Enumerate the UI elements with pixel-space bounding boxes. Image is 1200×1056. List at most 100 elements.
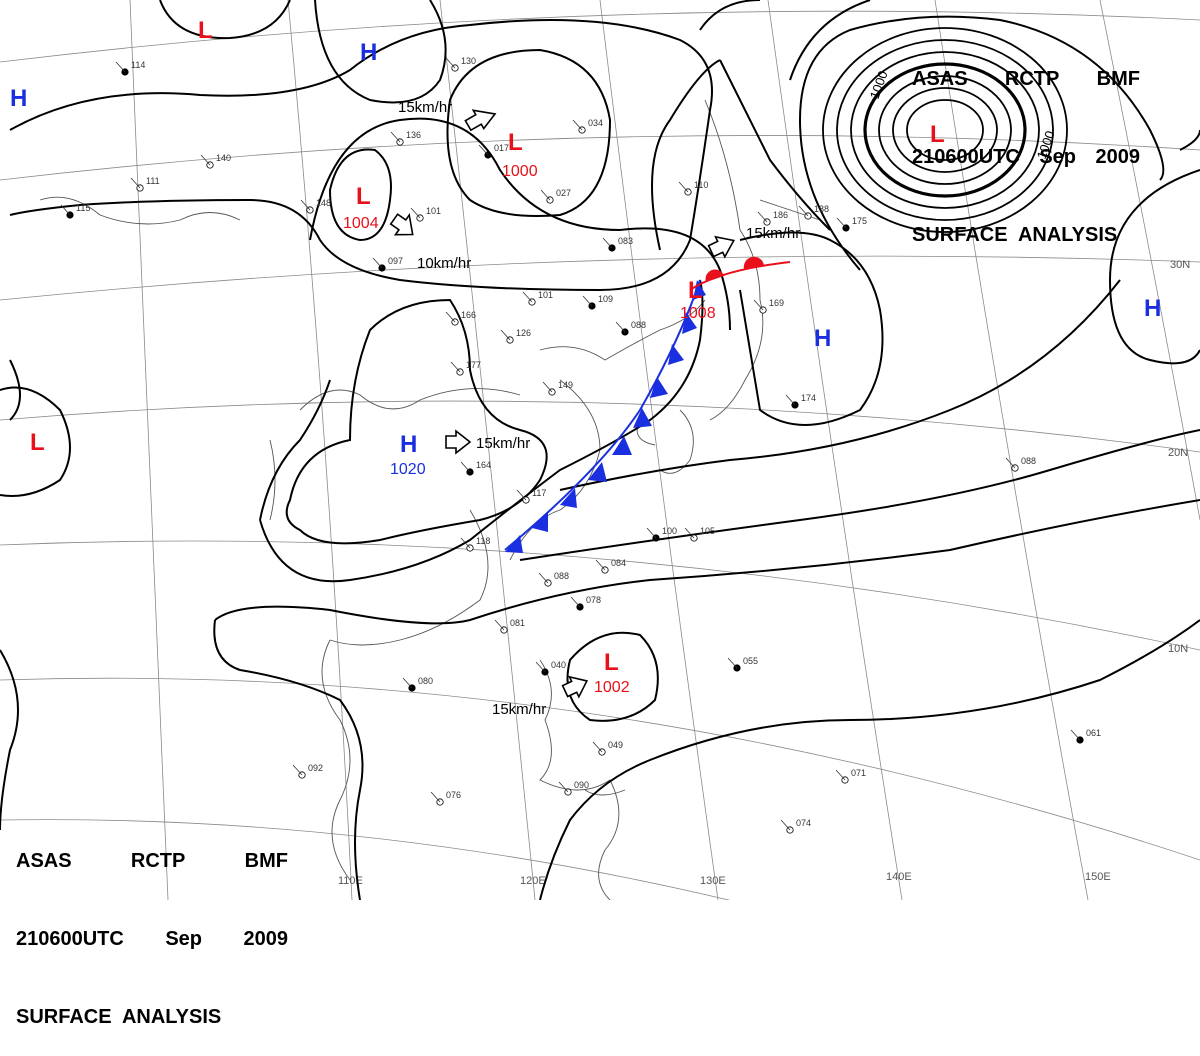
- motion-speed-label: 15km/hr: [746, 225, 800, 242]
- wind-barb: [780, 819, 791, 831]
- lat-label: 20N: [1168, 447, 1188, 459]
- isobar-line: [798, 15, 1165, 271]
- station-pressure: 084: [611, 558, 626, 568]
- wind-barb: [836, 217, 847, 229]
- low-marker: L: [356, 183, 371, 210]
- wind-barb: [570, 596, 581, 608]
- low-marker: L: [508, 129, 523, 156]
- latitude-labels: 30N 20N 10N: [1168, 259, 1190, 655]
- station-pressure: 105: [700, 526, 715, 536]
- isobar-line: [309, 117, 731, 331]
- high-marker: H: [1144, 295, 1161, 322]
- station-pressure: 115: [76, 203, 90, 213]
- wind-barb: [1005, 457, 1016, 469]
- isobar-line: [719, 59, 831, 231]
- wind-barb: [582, 295, 593, 307]
- high-marker: H: [814, 325, 831, 352]
- lon-label: 120E: [520, 875, 546, 887]
- wind-barb: [292, 764, 303, 776]
- motion-speed-label: 15km/hr: [492, 701, 546, 718]
- wind-barb: [727, 657, 738, 669]
- station-pressure: 188: [814, 204, 829, 214]
- station-pressure: 109: [598, 294, 613, 304]
- wind-barb: [535, 661, 546, 673]
- station-pressure: 175: [852, 216, 867, 226]
- station-pressure: 149: [558, 380, 573, 390]
- header-month: Sep: [1039, 146, 1077, 168]
- pressure-systems: L H H L 1000 L 1004 L 1008 L H H L H 102…: [10, 17, 1161, 696]
- header-row-1: ASAS RCTP BMF: [16, 848, 288, 874]
- lon-label: 130E: [700, 875, 726, 887]
- isobar-line: [213, 619, 364, 900]
- wind-barb: [542, 381, 553, 393]
- wind-barb: [200, 154, 211, 166]
- low-marker: L: [604, 649, 619, 676]
- isobar-line: [446, 48, 612, 217]
- header-title: SURFACE ANALYSIS: [16, 1006, 222, 1028]
- isobar-line: [0, 649, 19, 831]
- weather-map: 110E 120E 130E 140E 150E 30N 20N 10N: [0, 0, 1200, 900]
- isobar-line: [214, 499, 1200, 625]
- isobar-line: [259, 379, 331, 521]
- high-marker: H: [400, 431, 417, 458]
- wind-barb: [615, 321, 626, 333]
- station-pressure: 076: [446, 790, 461, 800]
- wind-barb: [753, 299, 764, 311]
- header-time: 210600UTC: [912, 146, 1020, 168]
- station-pressure: 101: [426, 206, 441, 216]
- low-marker: L: [930, 121, 945, 148]
- station-pressure: 090: [574, 780, 589, 790]
- station-pressure: 101: [538, 290, 553, 300]
- station-pressure: 078: [586, 595, 601, 605]
- isobar-line: [519, 429, 1200, 561]
- motion-arrow: [464, 109, 497, 132]
- wind-barb: [60, 204, 71, 216]
- station-pressure: 083: [618, 236, 633, 246]
- station-pressure: 174: [801, 393, 816, 403]
- isobar-line: [328, 148, 392, 242]
- station-pressure: 130: [461, 56, 476, 66]
- station-pressure: 061: [1086, 728, 1101, 738]
- wind-barb: [798, 205, 809, 217]
- isobars: [0, 0, 1200, 900]
- wind-barb: [130, 177, 141, 189]
- graticule: [0, 0, 1200, 900]
- isobar-line: [159, 0, 291, 40]
- high-marker: H: [10, 85, 27, 112]
- wind-barb: [835, 769, 846, 781]
- wind-barb: [516, 489, 527, 501]
- wind-barb: [572, 119, 583, 131]
- header-row-2: 210600UTC Sep 2009: [912, 144, 1140, 170]
- low-pressure-value: 1000: [502, 163, 538, 180]
- wind-barb: [115, 61, 126, 73]
- station-pressure: 027: [556, 188, 571, 198]
- lat-label: 30N: [1170, 259, 1190, 271]
- isobar-line: [9, 359, 21, 421]
- station-pressure: 088: [631, 320, 646, 330]
- isobar-line: [9, 19, 713, 292]
- station-pressure: 118: [476, 536, 490, 546]
- wind-barb: [646, 527, 657, 539]
- wind-barb: [445, 311, 456, 323]
- station-pressure: 040: [551, 660, 566, 670]
- header-title: SURFACE ANALYSIS: [912, 224, 1118, 246]
- wind-barb: [522, 291, 533, 303]
- station-pressure: 034: [588, 118, 603, 128]
- isobar-line: [651, 59, 721, 251]
- header-station: RCTP: [130, 850, 186, 872]
- isobar-line: [699, 0, 761, 31]
- station-pressure: 136: [406, 130, 421, 140]
- station-pressure: 088: [1021, 456, 1036, 466]
- station-pressure: 166: [461, 310, 476, 320]
- station-pressure: 100: [662, 526, 677, 536]
- cold-front: [504, 279, 706, 553]
- station-pressure: 092: [308, 763, 323, 773]
- station-pressure: 177: [466, 360, 481, 370]
- motion-speed-label: 15km/hr: [476, 435, 530, 452]
- isobar-line: [559, 279, 1121, 491]
- wind-barb: [785, 394, 796, 406]
- motion-speed-label: 10km/hr: [417, 255, 471, 272]
- wind-barb: [558, 781, 569, 793]
- lon-label: 110E: [338, 875, 363, 887]
- wind-barb: [602, 237, 613, 249]
